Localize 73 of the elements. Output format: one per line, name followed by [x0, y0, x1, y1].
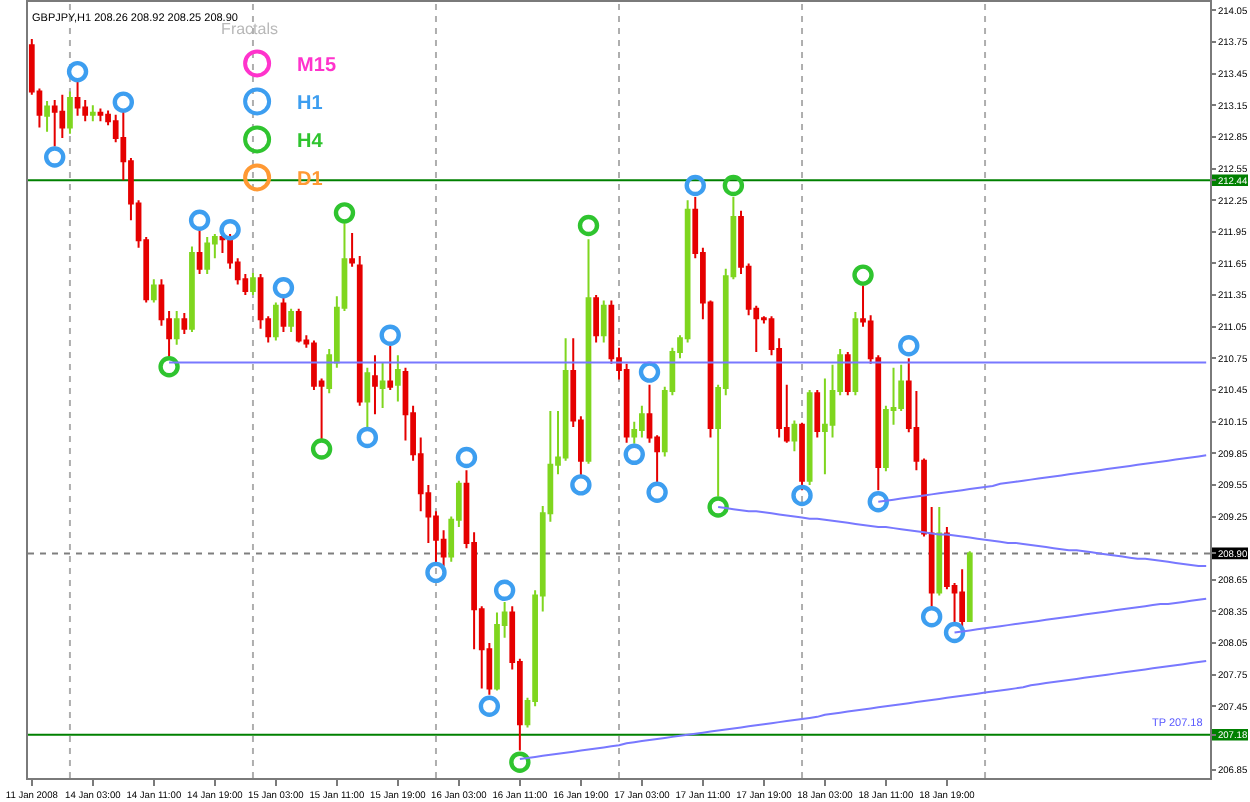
- candlestick: [814, 389, 821, 439]
- candlestick: [97, 107, 104, 123]
- candlestick: [936, 506, 943, 597]
- point: [478, 695, 501, 717]
- point: [272, 277, 295, 299]
- candlestick: [799, 421, 805, 492]
- point: [722, 174, 745, 197]
- candlestick: [173, 309, 180, 346]
- candlestick: [639, 404, 645, 439]
- point: [333, 202, 356, 224]
- candlestick: [288, 307, 294, 334]
- candlestick: [51, 99, 58, 148]
- point: [219, 219, 241, 241]
- candlestick: [219, 234, 226, 254]
- candlestick: [349, 231, 355, 268]
- point: [570, 474, 592, 496]
- candlestick: [250, 271, 256, 297]
- candlestick: [791, 419, 798, 453]
- candlestick: [272, 301, 279, 342]
- candlestick: [150, 278, 157, 304]
- point: [356, 426, 379, 449]
- candlestick: [844, 351, 851, 397]
- legend-label: M15: [297, 55, 337, 78]
- candlestick: [394, 354, 401, 403]
- point: [112, 91, 135, 113]
- point: [791, 484, 813, 507]
- candlestick: [189, 245, 195, 334]
- point: [898, 335, 920, 357]
- candlestick: [181, 312, 188, 336]
- candlestick: [593, 294, 599, 344]
- candlestick: [387, 344, 394, 391]
- point: [379, 324, 401, 346]
- candlestick: [959, 568, 966, 629]
- candlestick: [59, 93, 66, 140]
- point: [623, 443, 645, 466]
- candlestick: [379, 361, 386, 409]
- candlestick: [67, 90, 73, 135]
- point: [707, 496, 729, 518]
- candlestick: [204, 236, 211, 276]
- candlestick: [356, 255, 363, 407]
- point: [577, 214, 600, 237]
- point: [646, 481, 668, 503]
- point: [188, 209, 211, 231]
- candlestick: [280, 295, 287, 334]
- point: [158, 356, 180, 378]
- candlestick: [966, 550, 973, 623]
- point: [66, 60, 89, 83]
- candlestick: [600, 299, 607, 344]
- candlestick: [585, 238, 592, 465]
- point: [867, 491, 889, 513]
- point: [509, 751, 531, 773]
- point: [638, 361, 661, 383]
- point: [493, 579, 516, 602]
- candlestick: [928, 506, 935, 611]
- candlestick: [74, 80, 81, 117]
- candlestick: [89, 104, 96, 123]
- point: [425, 561, 447, 584]
- point: [943, 621, 966, 644]
- candlestick: [44, 100, 50, 133]
- point: [852, 264, 874, 286]
- point: [455, 446, 478, 469]
- legend-label: H1: [297, 93, 324, 116]
- candlestick: [372, 354, 378, 416]
- legend-title: Fractals: [221, 20, 279, 39]
- candlestick: [196, 228, 203, 276]
- point: [310, 438, 333, 460]
- point: [684, 174, 706, 197]
- candlestick: [295, 307, 302, 344]
- candlestick: [364, 366, 371, 433]
- legend-label: H4: [297, 131, 324, 154]
- candlestick: [806, 389, 813, 486]
- point: [920, 605, 943, 628]
- point: [44, 146, 66, 168]
